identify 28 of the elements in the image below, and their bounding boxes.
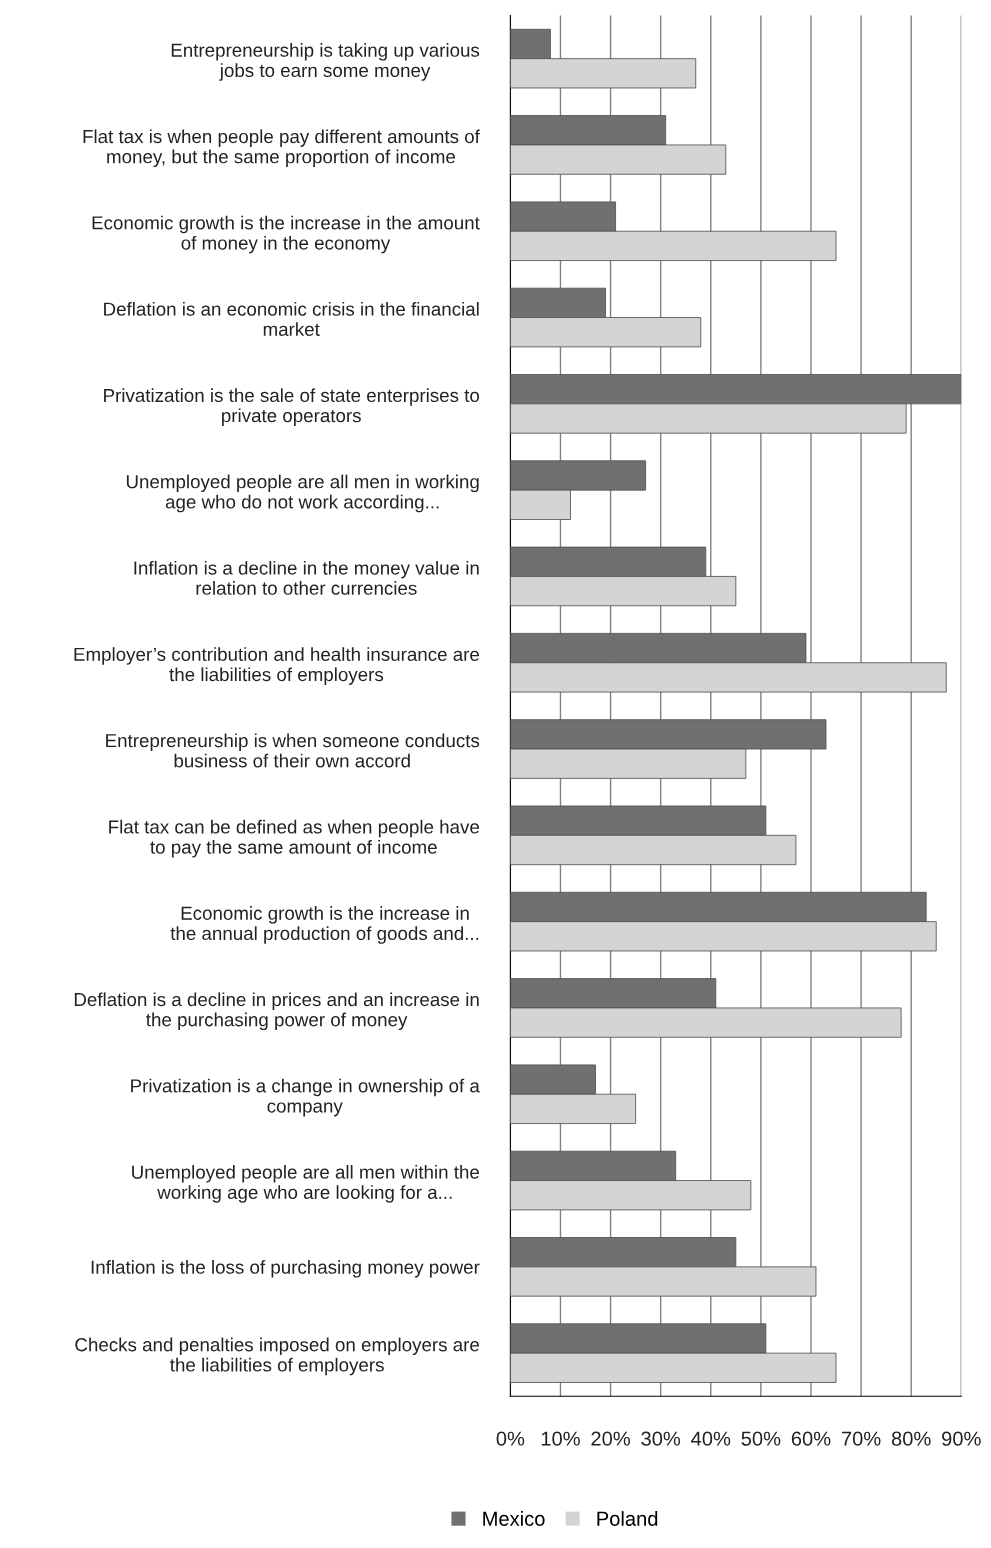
- y-tick-label: Flat tax can be defined as when people have to pay the same amount of income: [109, 819, 480, 858]
- x-tick-label: 10%: [541, 1431, 580, 1446]
- x-tick-label: 20%: [591, 1431, 630, 1446]
- x-tick-label: 30%: [641, 1431, 681, 1446]
- y-tick-label: Checks and penalties imposed on employers are the liabilities of employers: [75, 1337, 479, 1376]
- x-tick-label: 90%: [942, 1431, 981, 1446]
- x-tick-label: 50%: [741, 1431, 781, 1446]
- y-tick-label: Economic growth is the increase in the amount of money in the economy: [92, 215, 480, 254]
- x-tick-label: 70%: [841, 1431, 881, 1446]
- y-tick-label: Privatization is the sale of state enterprises to private operators: [104, 388, 480, 426]
- x-tick-label: 40%: [691, 1431, 731, 1446]
- y-tick-label: Inflation is a decline in the money value in relation to other currencies: [134, 560, 479, 595]
- y-tick-label: Entrepreneurship is when someone conducts business of their own accord: [106, 733, 480, 768]
- x-tick-label: 0%: [496, 1431, 525, 1446]
- y-tick-label: Privatization is a change in ownership of a company: [131, 1078, 480, 1117]
- x-tick-label: 80%: [891, 1431, 931, 1446]
- x-tick-label: 60%: [791, 1431, 831, 1446]
- y-tick-label: Economic growth is the increase in the annual production of goods and...: [170, 906, 479, 944]
- y-tick-label: Entrepreneurship is taking up various jobs to earn some money: [171, 43, 480, 81]
- legend-label: Mexico: [483, 1511, 545, 1526]
- y-tick-label: Inflation is the loss of purchasing money power: [91, 1260, 480, 1278]
- y-tick-label: Unemployed people are all men in working age who do not work according...: [126, 474, 479, 513]
- y-tick-label: Flat tax is when people pay different amounts of money, but the same proportion of income: [83, 129, 480, 168]
- legend-label: Poland: [597, 1511, 658, 1526]
- y-tick-label: Deflation is a decline in prices and an increase in the purchasing power of money: [74, 992, 479, 1031]
- y-tick-label: Employer’s contribution and health insurance are the liabilities of employers: [74, 647, 480, 685]
- y-tick-label: Deflation is an economic crisis in the financial market: [104, 302, 479, 336]
- y-tick-label: Unemployed people are all men within the working age who are looking for a...: [132, 1165, 479, 1203]
